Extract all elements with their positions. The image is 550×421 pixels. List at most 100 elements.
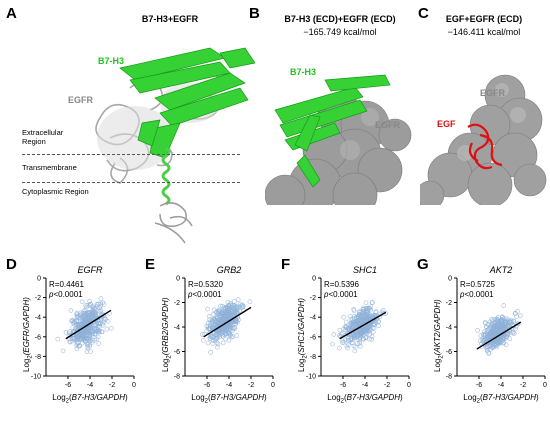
data-point — [87, 325, 93, 330]
data-point — [496, 340, 501, 346]
data-point — [356, 313, 361, 319]
data-point — [226, 338, 232, 343]
data-point — [508, 318, 513, 323]
panel-b-title: B7-H3 (ECD)+EGFR (ECD) — [284, 14, 396, 24]
data-point — [85, 344, 90, 349]
data-point — [230, 325, 236, 331]
data-point — [210, 311, 216, 317]
data-point — [87, 303, 93, 309]
data-point — [489, 316, 495, 322]
y-tick-label: -10 — [306, 374, 316, 381]
data-point — [208, 336, 213, 341]
data-point — [475, 328, 480, 333]
data-point — [96, 341, 101, 346]
data-point — [498, 317, 504, 323]
data-point — [211, 307, 217, 313]
data-point — [227, 333, 233, 339]
scatter-plot-g: -6 -4 -2 0 -8 -6 -4 -2 0 — [446, 276, 547, 390]
data-point — [87, 332, 93, 338]
data-point — [353, 332, 358, 338]
data-point — [247, 299, 253, 304]
data-point — [343, 325, 349, 331]
data-point — [74, 346, 80, 351]
data-point — [369, 334, 375, 339]
data-point — [206, 326, 212, 331]
y-tick-label: -2 — [310, 295, 316, 302]
data-point — [490, 331, 495, 337]
data-point — [352, 335, 358, 341]
x-tick-label: -4 — [87, 382, 93, 389]
data-point — [230, 307, 236, 313]
label-egfr-b: EGFR — [375, 120, 401, 130]
data-point — [219, 310, 224, 316]
x-tick-label: -6 — [340, 382, 346, 389]
data-point — [364, 308, 369, 314]
data-point — [351, 306, 357, 312]
data-point — [492, 320, 498, 326]
data-point — [102, 315, 107, 321]
data-point — [207, 317, 213, 322]
data-point — [216, 332, 222, 337]
data-point — [371, 321, 376, 327]
data-point — [357, 341, 362, 346]
data-point — [230, 308, 235, 314]
plot-title-e: GRB2 — [216, 265, 242, 275]
data-point — [370, 300, 375, 305]
data-point — [357, 339, 363, 344]
data-point — [337, 327, 343, 333]
data-point — [200, 338, 206, 343]
data-point — [98, 296, 104, 301]
data-point — [71, 319, 77, 325]
x-axis-label: Log2(B7-H3/GAPDH) — [52, 393, 128, 405]
data-point — [74, 343, 80, 348]
data-point — [343, 327, 348, 332]
data-point — [216, 309, 221, 315]
panel-a-title: B7-H3+EGFR — [141, 14, 199, 24]
data-point — [89, 338, 95, 343]
data-point — [343, 319, 349, 325]
data-point — [76, 343, 82, 349]
regression-line — [476, 321, 522, 350]
data-point — [362, 326, 367, 331]
data-point — [330, 341, 335, 347]
data-point — [230, 306, 236, 311]
data-point — [496, 314, 501, 320]
data-point — [90, 325, 96, 331]
membrane-bottom-line — [22, 182, 240, 183]
data-point — [72, 336, 77, 341]
x-tick-label: -6 — [65, 382, 71, 389]
data-point — [206, 314, 212, 319]
data-point — [341, 314, 346, 320]
panel-a-structure — [95, 47, 256, 244]
panel-c-energy: −146.411 kcal/mol — [447, 27, 521, 37]
data-point — [70, 325, 76, 330]
x-tick-label: 0 — [132, 382, 136, 389]
data-point — [367, 305, 372, 311]
data-point — [351, 316, 357, 321]
data-point — [484, 327, 490, 333]
data-point — [361, 308, 366, 314]
data-point — [76, 322, 81, 327]
data-point — [360, 305, 366, 311]
data-point — [355, 320, 360, 326]
data-point — [81, 327, 87, 333]
x-tick-label: -6 — [204, 382, 210, 389]
data-point — [210, 341, 216, 346]
data-point — [205, 306, 210, 312]
correlation-stats: R=0.4461 p<0.0001 — [49, 280, 84, 299]
data-point — [205, 340, 211, 346]
data-point — [96, 321, 101, 327]
data-point — [503, 322, 508, 327]
data-point — [501, 303, 506, 308]
y-tick-label: 0 — [176, 276, 180, 283]
plot-title-g: AKT2 — [489, 265, 513, 275]
membrane-top-line — [22, 154, 240, 155]
regression-line — [203, 306, 252, 338]
regression-line — [65, 309, 112, 340]
panel-label-d: D — [6, 256, 17, 273]
data-point — [214, 314, 220, 320]
data-point — [369, 337, 374, 342]
y-tick-label: -4 — [446, 325, 452, 332]
data-point — [92, 327, 98, 332]
panel-label-g: G — [417, 256, 429, 273]
